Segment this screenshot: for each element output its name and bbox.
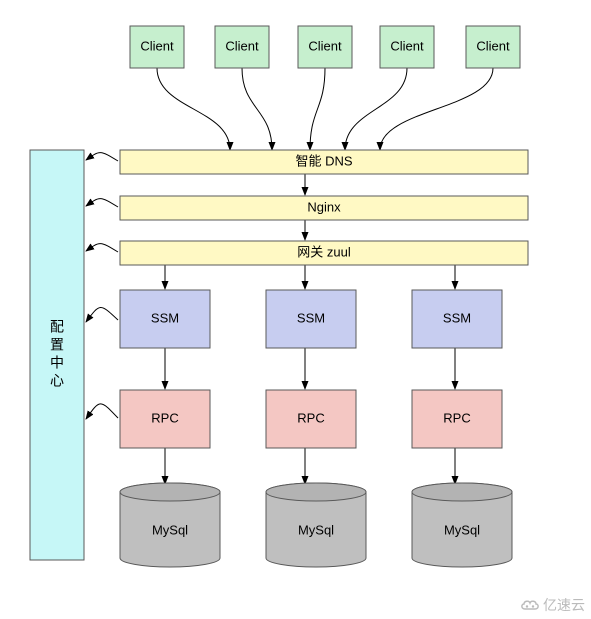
ssm-node-2-label: SSM <box>443 310 471 325</box>
architecture-diagram: Client Client Client Client Client 智能 DNS Ngin… <box>0 0 591 619</box>
edge-config-4 <box>86 404 118 419</box>
db-node-2-label: MySql <box>444 522 480 537</box>
rpc-node-1-label: RPC <box>297 410 324 425</box>
watermark-text: 亿速云 <box>543 595 585 615</box>
db-node-0-top <box>120 483 220 501</box>
edge-client-dns-2 <box>310 68 325 150</box>
edge-config-0 <box>86 153 118 161</box>
client-node-4-label: Client <box>476 38 510 53</box>
ssm-node-1-label: SSM <box>297 310 325 325</box>
config-center-label-2: 中 <box>50 355 64 371</box>
dns-bar-label: 智能 DNS <box>295 153 352 168</box>
gateway-bar-label: 网关 zuul <box>297 244 351 259</box>
config-center-label-3: 心 <box>50 373 64 389</box>
client-node-3-label: Client <box>390 38 424 53</box>
config-center-label-0: 配 <box>50 319 64 335</box>
client-node-1-label: Client <box>225 38 259 53</box>
db-node-1-top <box>266 483 366 501</box>
db-node-2-top <box>412 483 512 501</box>
edge-client-dns-4 <box>380 68 493 150</box>
db-node-1-label: MySql <box>298 522 334 537</box>
config-center-label-1: 置 <box>50 337 64 353</box>
edge-client-dns-3 <box>345 68 407 150</box>
edge-config-2 <box>86 244 118 252</box>
client-node-0-label: Client <box>140 38 174 53</box>
edge-client-dns-0 <box>157 68 230 150</box>
nodes-layer: Client Client Client Client Client 智能 DNS Ngin… <box>30 26 528 567</box>
edge-client-dns-1 <box>242 68 272 150</box>
rpc-node-0-label: RPC <box>151 410 178 425</box>
cloud-icon <box>519 598 541 612</box>
ssm-node-0-label: SSM <box>151 310 179 325</box>
db-node-0-label: MySql <box>152 522 188 537</box>
edge-config-1 <box>86 199 118 207</box>
nginx-bar-label: Nginx <box>307 199 341 214</box>
edge-config-3 <box>86 307 118 322</box>
client-node-2-label: Client <box>308 38 342 53</box>
rpc-node-2-label: RPC <box>443 410 470 425</box>
watermark: 亿速云 <box>519 595 585 615</box>
